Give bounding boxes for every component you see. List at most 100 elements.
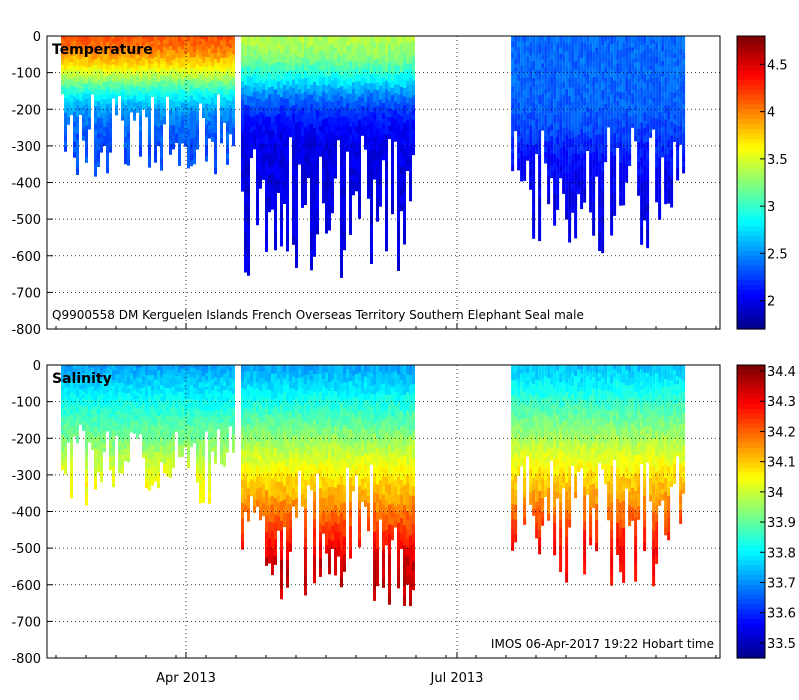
profile-cell [568,96,572,106]
profile-cell [670,36,674,44]
profile-cell [637,69,641,77]
profile-cell [64,419,67,425]
profile-cell [139,121,142,127]
profile-cell [511,86,515,93]
profile-cell [526,46,530,53]
profile-cell [106,167,109,174]
profile-cell [658,158,662,167]
profile-cell [604,98,608,105]
profile-cell [82,118,85,124]
profile-cell [595,129,599,136]
profile-cell [163,57,166,63]
profile-cell [391,154,394,163]
profile-cell [331,161,334,170]
profile-cell [64,74,67,80]
profile-cell [103,383,106,388]
profile-cell [385,62,388,73]
profile-cell [343,222,346,233]
profile-cell [625,133,629,140]
profile-cell [118,436,121,442]
colorbar-swatch [737,270,765,276]
profile-cell [100,98,103,105]
profile-cell [130,390,133,394]
profile-cell [151,36,154,40]
profile-cell [175,102,178,108]
profile-cell [70,458,73,465]
profile-cell [217,57,220,61]
profile-cell [310,84,313,95]
profile-cell [334,41,337,49]
profile-cell [202,93,205,98]
profile-cell [334,36,337,43]
colorbar-frame [736,35,766,330]
profile-cell [67,116,70,122]
profile-cell [67,400,70,405]
profile-cell [334,47,337,55]
profile-cell [604,135,608,142]
profile-cell [409,193,412,202]
profile-cell [622,120,626,128]
profile-cell [244,104,247,116]
profile-cell [538,138,542,148]
profile-cell [127,52,130,59]
profile-cell [574,94,578,104]
profile-cell [73,385,76,390]
profile-cell [169,65,172,72]
profile-cell [100,403,103,410]
profile-cell [175,111,178,117]
profile-cell [286,134,289,145]
profile-cell [190,133,193,140]
profile-cell [67,368,70,372]
profile-cell [598,223,602,234]
profile-cell [565,112,569,121]
profile-cell [559,148,563,155]
profile-cell [241,94,244,102]
profile-cell [283,36,286,44]
profile-cell [124,83,127,90]
profile-cell [82,408,85,412]
profile-cell [220,93,223,99]
profile-cell [316,126,319,136]
profile-cell [394,123,397,129]
profile-cell [133,43,136,48]
profile-cell [382,41,385,47]
profile-cell [142,449,145,454]
profile-cell [136,374,139,378]
profile-cell [376,105,379,114]
y-tick-label: -200 [11,103,41,118]
profile-cell [538,112,542,122]
profile-cell [223,118,226,123]
profile-cell [526,87,530,94]
profile-cell [526,67,530,73]
profile-cell [61,439,64,444]
profile-cell [511,153,515,160]
profile-cell [406,97,409,104]
profile-cell [634,101,638,107]
profile-cell [73,403,76,407]
profile-cell [73,131,76,138]
profile-cell [526,77,530,84]
profile-cell [202,69,205,74]
profile-cell [85,114,88,121]
profile-cell [634,75,638,81]
profile-cell [61,382,64,388]
profile-cell [154,78,157,84]
profile-cell [181,71,184,77]
profile-cell [520,156,524,164]
profile-cell [613,170,617,179]
profile-cell [274,160,277,171]
profile-cell [325,85,328,94]
profile-cell [130,105,133,110]
profile-cell [280,228,283,238]
profile-cell [604,56,608,63]
profile-cell [100,55,103,61]
profile-cell [100,108,103,114]
profile-cell [658,43,662,52]
profile-cell [568,138,572,149]
profile-cell [535,36,539,42]
profile-cell [253,36,256,42]
profile-cell [202,46,205,51]
profile-cell [571,36,575,44]
profile-cell [70,85,73,89]
profile-cell [223,61,226,66]
